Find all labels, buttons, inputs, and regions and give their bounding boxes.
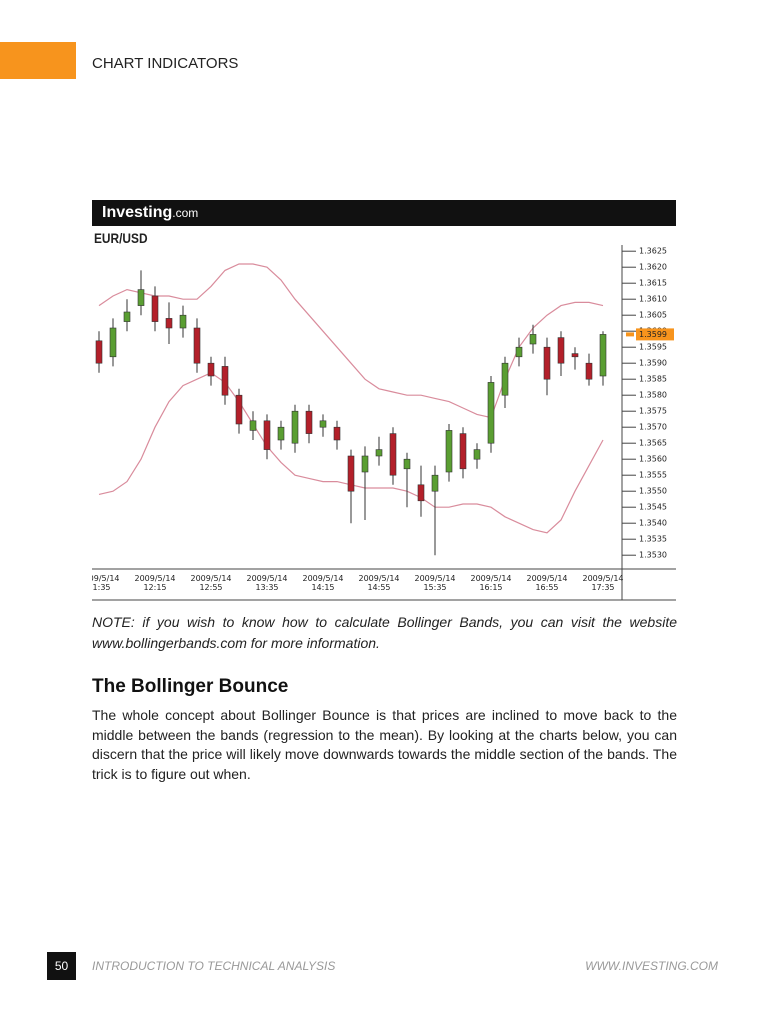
x-tick-label: 2009/5/14 14:15 [302,574,344,592]
y-tick-label: 1.3530 [639,551,667,560]
candle-body [459,433,467,470]
x-tick-label: 2009/5/14 14:55 [358,574,400,592]
candle-body [585,362,593,380]
x-tick-label: 2009/5/14 16:55 [526,574,568,592]
y-tick-label: 1.3565 [639,439,667,448]
candle-body [319,420,327,428]
y-tick-label: 1.3590 [639,359,667,368]
y-tick-label: 1.3610 [639,295,667,304]
candle-body [543,346,551,380]
candle-body [487,382,495,444]
header-tab [0,42,76,79]
candle-body [515,346,523,358]
candle-body [361,455,369,473]
candle-body [501,362,509,396]
candle-body [179,314,187,329]
candle-body [375,449,383,457]
candle-body [165,318,173,329]
candle-body [473,449,481,460]
section-heading: The Bollinger Bounce [92,676,289,697]
candle-body [123,311,131,322]
plot: 1.3530 1.3535 1.3540 1.3545 1.3550 1.3555 1.35… [92,245,676,601]
y-tick-label: 1.3545 [639,503,667,512]
footer-left: INTRODUCTION TO TECHNICAL ANALYSIS [92,959,336,973]
candle-body [235,394,243,425]
candle-body [263,420,271,450]
x-tick-label: 2009/5/14 15:35 [414,574,456,592]
candle-body [557,337,565,364]
candle-body [193,327,201,364]
y-tick-label: 1.3555 [639,471,667,480]
candle-body [389,433,397,476]
y-tick-label: 1.3560 [639,455,667,464]
y-tick-label: 1.3570 [639,423,667,432]
candle-body [417,484,425,502]
candle-body [403,458,411,470]
candle-body [431,474,439,492]
candle-body [137,289,145,306]
page-number: 50 [47,952,76,980]
note: NOTE: if you wish to know how to calcula… [92,614,677,651]
candle-body [151,295,159,322]
brand: Investing.com [102,204,198,222]
candle-body [599,334,607,377]
last-price-box [636,328,674,341]
brand-bar: Investing.com [92,200,676,226]
x-tick-label: 2009/5/14 17:35 [582,574,624,592]
y-tick-label: 1.3575 [639,407,667,416]
plot-wrap: 1.3530 1.3535 1.3540 1.3545 1.3550 1.3555 1.35… [92,245,676,602]
y-tick-label: 1.3550 [639,487,667,496]
chart-title: EUR/USD [94,230,148,246]
x-tick-label: 2009/5/14 13:35 [246,574,288,592]
candle-body [95,340,103,364]
brand-name: Investing [102,204,173,221]
y-tick-label: 1.3585 [639,375,667,384]
y-tick-label: 1.3615 [639,279,667,288]
x-tick-label: 2009/5/14 12:15 [134,574,176,592]
x-tick-label: 2009/5/14 12:55 [190,574,232,592]
candle-body [277,426,285,441]
candle-body [249,420,257,431]
footer-right: WWW.INVESTING.COM [585,959,718,973]
x-tick-label: 2009/5/14 11:35 [92,574,120,592]
y-tick-label: 1.3580 [639,391,667,400]
candle-body [109,327,117,358]
y-tick-label: 1.3625 [639,247,667,256]
candle-body [529,334,537,345]
y-tick-label: 1.3535 [639,535,667,544]
brand-suffix: .com [172,206,199,220]
candle-body [347,455,355,492]
y-tick-label: 1.3595 [639,343,667,352]
x-tick-label: 2009/5/14 16:15 [470,574,512,592]
x-labels: 2009/5/14 11:35 2009/5/14 12:15 2009/5/14 … [92,245,676,602]
y-tick-label: 1.3540 [639,519,667,528]
candle-body [333,426,341,441]
candle-body [291,410,299,444]
candle-body [571,353,579,358]
header-title: CHART INDICATORS [92,55,239,72]
candle-body [305,410,313,434]
y-tick-label: 1.3620 [639,263,667,272]
chart: Investing.com EUR/USD 1.3530 1.3535 1.3540… [92,200,676,602]
section-paragraph: The whole concept about Bollinger Bounce… [92,707,677,782]
last-price-label: 1.3599 [639,330,667,339]
y-tick-label: 1.3605 [639,311,667,320]
candle-body [207,362,215,377]
candle-body [445,430,453,473]
candle-body [221,366,229,396]
last-price-tab [626,332,634,337]
